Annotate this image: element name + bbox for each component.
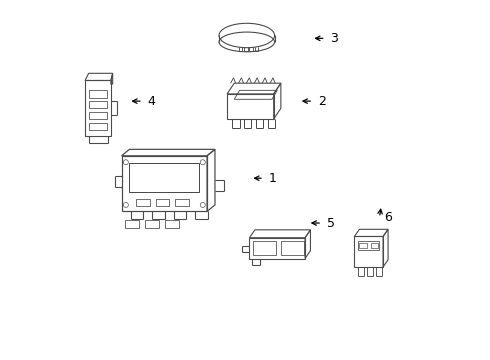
Bar xyxy=(125,220,140,228)
Bar xyxy=(145,220,159,228)
Bar xyxy=(89,101,107,108)
Text: 6: 6 xyxy=(384,211,392,224)
Bar xyxy=(89,112,107,119)
Text: 4: 4 xyxy=(147,95,155,108)
Bar xyxy=(175,199,189,206)
Bar xyxy=(89,123,107,130)
Bar xyxy=(85,81,111,136)
Bar xyxy=(165,220,179,228)
Text: 2: 2 xyxy=(318,95,326,108)
Text: 3: 3 xyxy=(330,32,338,45)
Bar xyxy=(156,199,169,206)
Bar xyxy=(136,199,149,206)
Bar xyxy=(370,243,378,248)
Bar xyxy=(359,243,367,248)
Text: 5: 5 xyxy=(327,216,335,230)
Text: 1: 1 xyxy=(269,172,276,185)
Bar xyxy=(129,163,199,192)
Bar xyxy=(358,241,379,250)
Bar xyxy=(281,240,304,255)
Bar xyxy=(253,240,276,255)
Bar xyxy=(89,90,107,98)
